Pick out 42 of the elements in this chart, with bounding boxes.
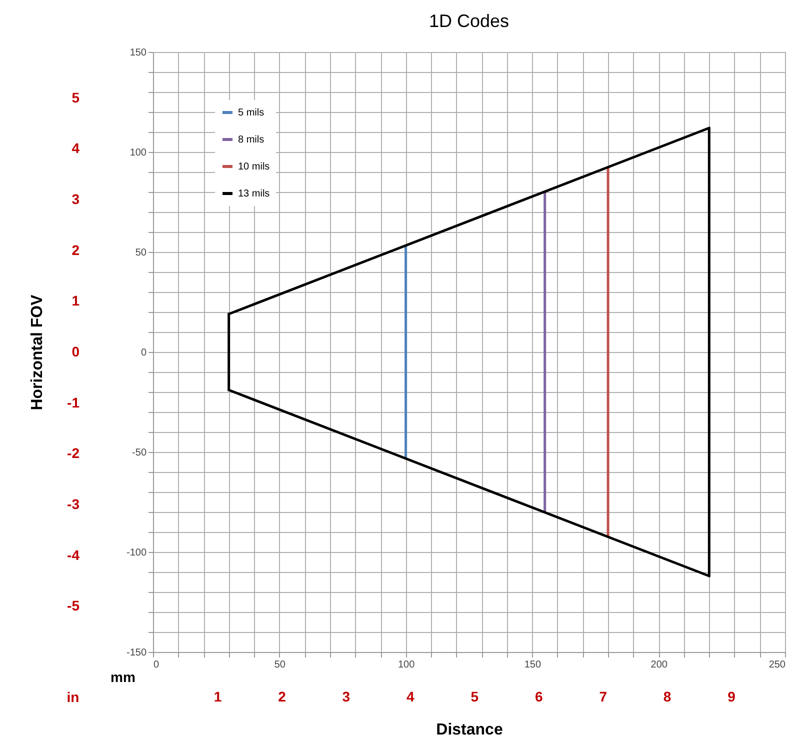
y-tick-label: -150 [126,648,147,658]
x-axis-title: Distance [436,722,503,738]
y2-tick-label: 3 [72,190,80,207]
x-tick-label: 150 [524,660,542,670]
x-tick-label: 200 [650,660,668,670]
x2-tick-label: 4 [406,688,415,704]
x-tick-label: 100 [398,660,416,670]
y2-tick-label: 0 [72,344,80,360]
y2-tick-label: -1 [67,394,80,410]
x2-tick-label: 3 [342,688,350,704]
legend-label: 13 mils [238,188,270,200]
y-tick-label: 0 [140,348,147,358]
x2-tick-label: 5 [470,688,479,704]
legend-label: 5 mils [238,108,264,118]
y-tick-label: 50 [135,248,147,258]
x2-tick-label: 2 [278,688,286,704]
y2-tick-label: 4 [72,140,80,156]
x2-tick-label: 1 [214,688,222,704]
legend-label: 10 mils [238,162,270,172]
x-tick-label: 50 [274,660,286,670]
y2-tick-label: -3 [67,496,80,512]
y-tick-label: -50 [132,448,147,458]
y2-tick-label: -4 [67,546,80,563]
y-tick-label: 150 [130,48,147,58]
text: mm [110,669,136,685]
x-tick-label: 250 [768,660,786,670]
y2-tick-label: 2 [72,242,80,258]
y2-tick-label: -2 [67,445,80,462]
y-tick-label: -100 [126,548,147,558]
text: in [66,689,80,705]
y2-tick-label: 5 [72,89,80,106]
y2-axis-title: Horizontal FOV [29,294,46,410]
y2-tick-label: -5 [67,598,80,614]
x2-tick-label: 7 [599,688,608,704]
x2-tick-label: 8 [663,688,672,704]
legend-label: 8 mils [238,134,264,146]
y-tick-label: 100 [130,148,147,158]
x2-tick-label: 6 [534,688,543,704]
x-tick-label: 0 [154,660,160,670]
y2-tick-label: 1 [72,292,80,309]
x2-tick-label: 9 [728,688,736,704]
chart-title: 1D Codes [428,11,510,31]
